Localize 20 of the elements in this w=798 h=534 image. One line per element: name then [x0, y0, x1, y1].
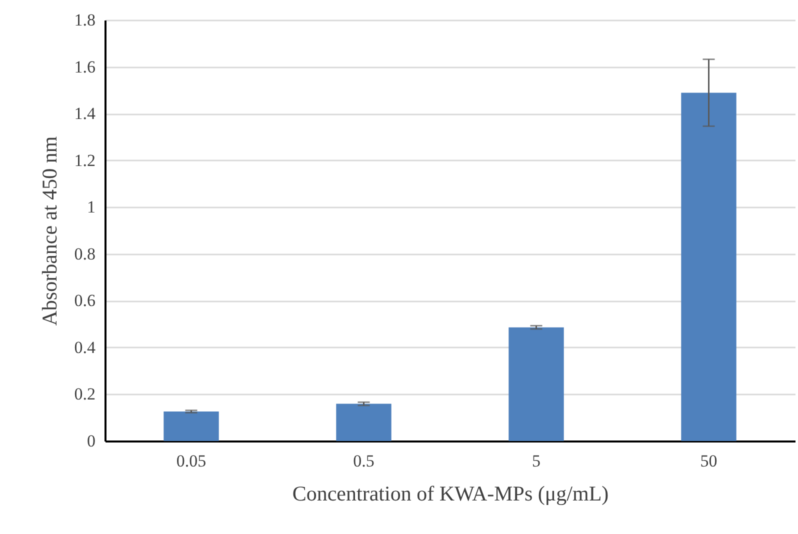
x-tick-label: 0.05: [176, 452, 206, 470]
y-axis-title: Absorbance at 450 nm: [37, 136, 62, 326]
y-tick-label: 1.2: [74, 150, 96, 170]
y-tick-label: 0.8: [74, 244, 96, 264]
x-axis-title: Concentration of KWA-MPs (μg/mL): [292, 482, 609, 506]
y-tick-label: 0.2: [74, 384, 96, 404]
x-tick-label: 50: [700, 452, 718, 470]
y-tick-label: 0.6: [74, 291, 96, 310]
y-tick-label: 1: [87, 198, 96, 217]
x-tick-label: 5: [532, 452, 540, 470]
y-tick-label: 0: [87, 432, 96, 450]
bar: [508, 327, 564, 441]
bar: [164, 412, 219, 441]
x-tick-label: 0.5: [353, 452, 374, 470]
bar: [681, 92, 736, 441]
bar: [336, 404, 392, 441]
y-tick-label: 0.4: [74, 338, 96, 357]
y-tick-label: 1.8: [74, 10, 96, 30]
y-tick-label: 1.4: [74, 104, 96, 124]
y-tick-label: 1.6: [74, 57, 96, 76]
